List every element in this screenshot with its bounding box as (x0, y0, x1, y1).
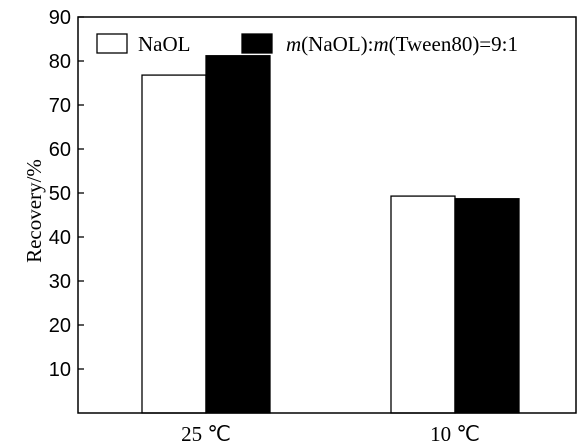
bars-layer (141, 55, 520, 414)
y-tick-label-20: 20 (49, 315, 71, 337)
y-tick-label-10: 10 (49, 359, 71, 381)
legend-swatch-naol (96, 33, 128, 54)
y-tick-label-70: 70 (49, 95, 71, 117)
x-category-label-0: 25 ℃ (181, 422, 231, 446)
y-tick-label-40: 40 (49, 227, 71, 249)
plot-frame (77, 16, 577, 414)
legend-label-naol: NaOL (138, 32, 190, 56)
x-category-label-1: 10 ℃ (430, 422, 480, 446)
bar-naol-tween80-0 (205, 55, 271, 414)
y-tick-label-80: 80 (49, 51, 71, 73)
bar-naol-0 (141, 74, 207, 414)
y-axis-title: Recovery/% (22, 159, 46, 263)
y-tick-label-30: 30 (49, 271, 71, 293)
y-tick-label-90: 90 (49, 7, 71, 29)
legend-label-naol-tween80: m(NaOL):m(Tween80)=9:1 (286, 32, 518, 56)
legend: NaOL m(NaOL):m(Tween80)=9:1 (96, 32, 518, 56)
bar-naol-tween80-1 (454, 198, 520, 414)
y-tick-label-60: 60 (49, 139, 71, 161)
y-tick-label-50: 50 (49, 183, 71, 205)
axes-layer: 10 20 30 40 50 60 70 80 90 25 ℃ 10 ℃ (49, 7, 577, 446)
bar-naol-1 (390, 195, 456, 414)
legend-swatch-naol-tween80 (241, 33, 273, 54)
